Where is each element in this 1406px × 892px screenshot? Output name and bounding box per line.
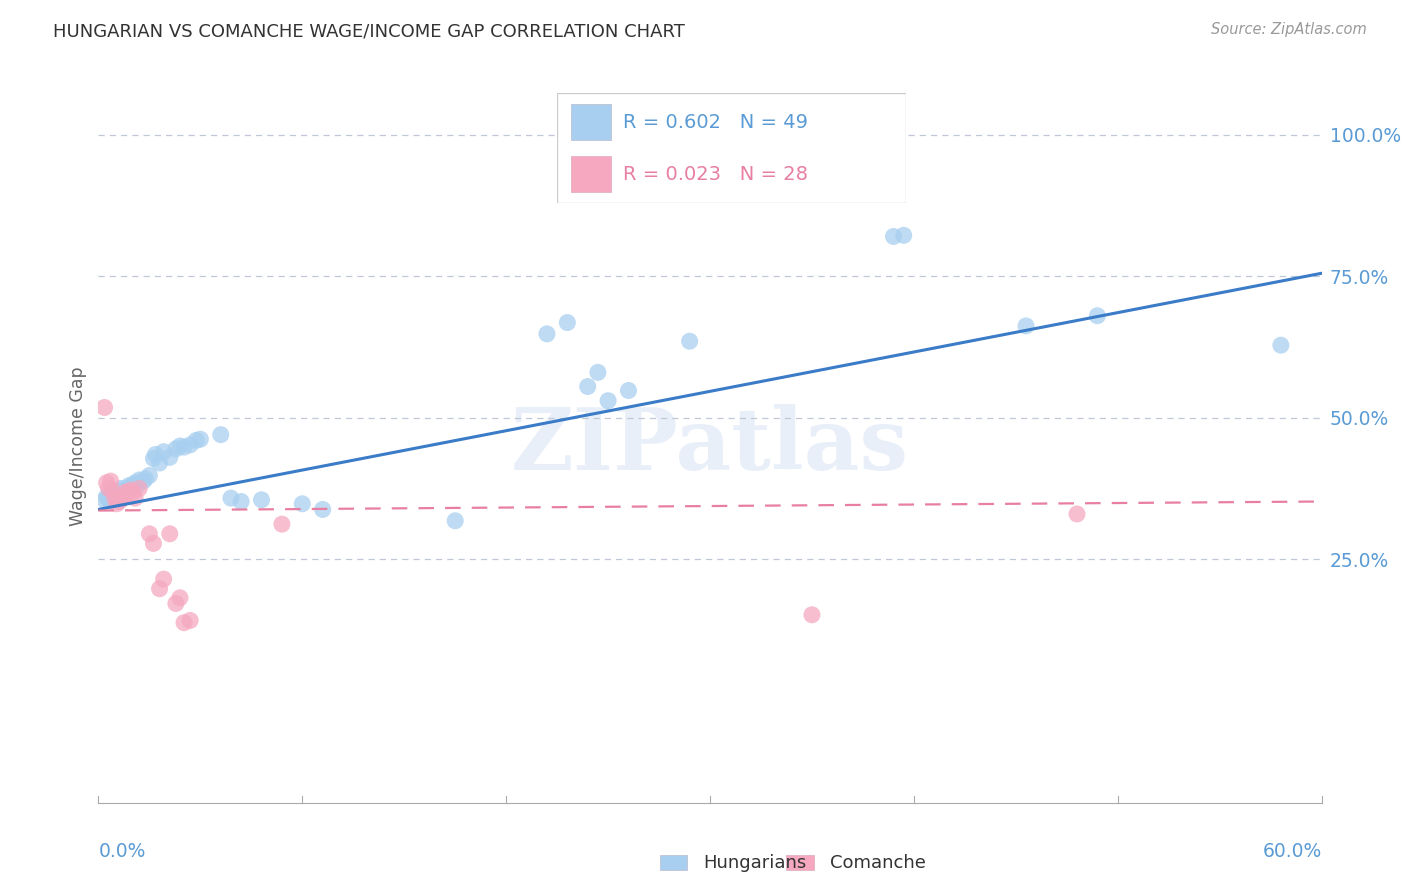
Point — [536, 326, 558, 341]
Point — [114, 485, 136, 500]
Point — [118, 484, 141, 499]
Point — [96, 490, 118, 504]
Point — [557, 316, 579, 330]
Point — [165, 597, 187, 611]
Point — [120, 480, 142, 494]
Point — [124, 491, 146, 505]
Point — [159, 450, 181, 465]
Point — [231, 494, 253, 508]
Text: HUNGARIAN VS COMANCHE WAGE/INCOME GAP CORRELATION CHART: HUNGARIAN VS COMANCHE WAGE/INCOME GAP CO… — [53, 22, 685, 40]
Point — [679, 334, 702, 349]
Point — [142, 536, 165, 550]
Point — [105, 484, 128, 499]
Point — [173, 440, 195, 454]
Point — [893, 228, 915, 243]
Text: Hungarians: Hungarians — [703, 855, 806, 872]
Point — [104, 491, 127, 505]
Point — [138, 468, 160, 483]
Point — [101, 485, 124, 500]
Point — [219, 491, 242, 505]
Point — [145, 448, 167, 462]
Point — [110, 492, 132, 507]
Point — [97, 492, 120, 507]
Point — [93, 401, 115, 415]
Point — [100, 474, 122, 488]
Point — [179, 614, 201, 628]
Point — [124, 475, 146, 490]
Point — [152, 444, 174, 458]
Text: Comanche: Comanche — [830, 855, 925, 872]
Point — [105, 497, 128, 511]
Point — [122, 477, 145, 491]
Point — [291, 497, 314, 511]
Text: Source: ZipAtlas.com: Source: ZipAtlas.com — [1211, 22, 1367, 37]
Point — [444, 514, 467, 528]
Point — [97, 482, 120, 496]
Point — [110, 482, 132, 496]
Point — [149, 582, 172, 596]
Text: ZIPatlas: ZIPatlas — [510, 404, 910, 488]
Point — [104, 490, 127, 504]
Point — [115, 482, 138, 496]
Point — [1066, 507, 1088, 521]
Point — [108, 494, 131, 508]
Point — [128, 473, 150, 487]
Point — [134, 472, 156, 486]
Point — [122, 485, 145, 500]
Point — [118, 478, 141, 492]
Point — [138, 526, 160, 541]
Point — [111, 490, 134, 504]
Point — [100, 487, 122, 501]
Point — [159, 526, 181, 541]
Bar — [786, 855, 814, 871]
Point — [115, 487, 138, 501]
Point — [101, 484, 124, 499]
Point — [149, 456, 172, 470]
Point — [586, 365, 609, 379]
Point — [169, 591, 191, 605]
Point — [312, 502, 335, 516]
Point — [96, 475, 118, 490]
Bar — [659, 855, 688, 871]
Point — [617, 384, 640, 398]
Point — [598, 393, 620, 408]
Point — [120, 483, 142, 498]
Point — [188, 432, 212, 446]
Point — [127, 478, 149, 492]
Text: 60.0%: 60.0% — [1263, 842, 1322, 861]
Point — [1085, 309, 1108, 323]
Y-axis label: Wage/Income Gap: Wage/Income Gap — [69, 367, 87, 525]
Point — [883, 229, 905, 244]
Point — [128, 482, 150, 496]
Point — [186, 434, 208, 448]
Point — [576, 379, 599, 393]
Point — [179, 438, 201, 452]
Point — [142, 451, 165, 466]
Point — [250, 492, 273, 507]
Point — [152, 572, 174, 586]
Point — [801, 607, 824, 622]
Point — [270, 517, 294, 532]
Point — [1270, 338, 1292, 352]
Point — [165, 442, 187, 456]
Point — [132, 474, 155, 488]
Point — [111, 483, 134, 498]
Point — [114, 485, 136, 500]
Point — [1015, 318, 1038, 333]
Point — [173, 615, 195, 630]
Point — [209, 427, 232, 442]
Point — [93, 492, 115, 507]
Text: 0.0%: 0.0% — [98, 842, 146, 861]
Point — [169, 439, 191, 453]
Point — [108, 484, 131, 499]
